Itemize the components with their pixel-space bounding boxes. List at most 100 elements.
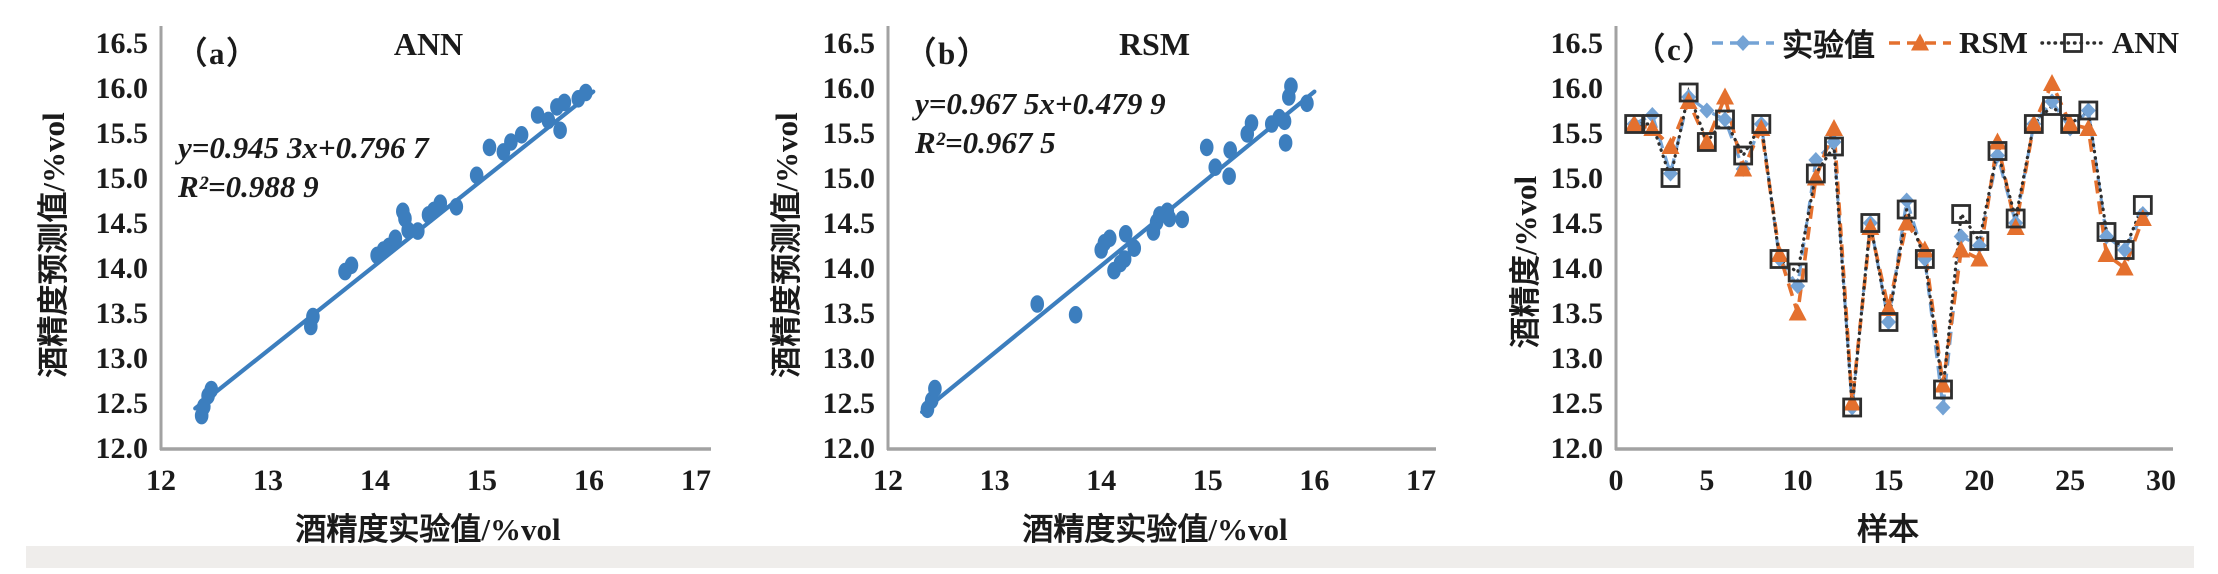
scatter-plot-ann: 酒精度预测值/%vol 酒精度实验值/%vol 12.0 12.5 13.0 13.5…	[36, 26, 711, 547]
data-point-marker	[2078, 100, 2099, 121]
y-tick-label: 15.5	[96, 117, 149, 150]
y-tick-label: 12.5	[1551, 387, 1604, 420]
x-tick-label: 13	[980, 464, 1010, 497]
data-point-marker	[2061, 114, 2080, 132]
data-point	[1199, 138, 1214, 157]
data-point-marker	[2097, 245, 2116, 262]
equation-line-b: y=0.967 5x+0.479 9	[915, 86, 1166, 121]
x-tick-label: 5	[1699, 464, 1714, 497]
y-tick-label: 12.5	[823, 387, 876, 420]
data-point-marker	[1660, 168, 1681, 188]
y-tick-label: 13.5	[1551, 297, 1604, 330]
data-point	[1068, 306, 1083, 324]
x-tick-label: 17	[681, 464, 711, 497]
data-point	[557, 93, 572, 112]
data-point-marker	[1934, 375, 1952, 393]
data-point	[1175, 210, 1190, 229]
data-point-marker	[2042, 96, 2062, 116]
data-point-marker	[2043, 74, 2061, 91]
r-squared-line-a: R²=0.988 9	[178, 169, 319, 204]
data-point	[482, 138, 497, 157]
data-point-marker	[1787, 262, 1808, 283]
data-point	[469, 166, 484, 185]
y-tick-label: 12.0	[1551, 432, 1604, 465]
data-point-marker	[2023, 114, 2044, 134]
data-point-marker	[1699, 102, 1715, 119]
panel-a-title: ANN	[393, 26, 464, 62]
x-tick-label: 12	[146, 464, 176, 497]
data-point-marker	[1805, 163, 1826, 184]
legend-marker-icon	[1911, 33, 1929, 50]
data-point-marker	[1770, 245, 1789, 262]
data-point-marker	[1733, 145, 1754, 166]
y-tick-label: 14.5	[96, 207, 149, 240]
panel-b-label: （b）	[905, 36, 991, 71]
y-tick-label: 15.5	[1551, 117, 1604, 150]
data-point-marker	[1952, 240, 1971, 258]
data-point-marker	[1769, 249, 1790, 269]
data-point	[1102, 229, 1117, 248]
panel-b: 酒精度预测值/%vol 酒精度实验值/%vol 12.0 12.5 13.0 13.5…	[739, 0, 1479, 574]
trendline	[920, 89, 1317, 415]
legend-item-experimental: 实验值	[1710, 20, 1875, 65]
y-tick-label: 12.0	[96, 432, 149, 465]
data-point-marker	[1716, 87, 1734, 105]
data-point-marker	[1717, 111, 1733, 128]
scatter-points	[920, 77, 1314, 419]
y-tick-label: 16.5	[96, 27, 149, 60]
data-point	[1244, 114, 1259, 132]
ann-series-swatch-icon	[2040, 32, 2106, 53]
y-tick-label: 16.5	[823, 27, 876, 60]
x-tick-label: 14	[360, 464, 390, 497]
x-tick-label: 14	[1086, 464, 1116, 497]
y-tick-label: 12.0	[823, 432, 876, 465]
y-tick-label: 15.5	[823, 117, 876, 150]
panel-c: 酒精度/%vol 样本 12.0 12.5 13.0 13.5 14.0 14.5 15.0…	[1478, 0, 2218, 574]
x-axis-title-a: 酒精度实验值/%vol	[295, 512, 561, 547]
data-point-marker	[1751, 114, 1772, 134]
x-tick-label: 12	[873, 464, 903, 497]
x-tick-label: 16	[1299, 464, 1329, 497]
data-point	[541, 111, 556, 130]
data-point-marker	[1788, 303, 1807, 321]
x-tick-label: 20	[1964, 464, 1994, 497]
series-markers-ANN	[1624, 82, 2153, 418]
data-point-marker	[1843, 393, 1862, 411]
data-point	[306, 307, 320, 326]
x-tick-label: 16	[574, 464, 604, 497]
data-point	[1030, 295, 1045, 313]
data-point-marker	[1896, 199, 1917, 220]
x-tick-label: 15	[467, 464, 497, 497]
x-tick-label: 15	[1193, 464, 1223, 497]
experimental-series-swatch-icon	[1712, 34, 1774, 51]
x-tick-label: 30	[2146, 464, 2176, 497]
equation-line-a: y=0.945 3x+0.796 7	[178, 130, 429, 165]
data-point	[1223, 141, 1237, 159]
data-point-marker	[1860, 213, 1881, 233]
data-point-marker	[1897, 213, 1916, 231]
y-tick-label: 16.0	[96, 72, 149, 105]
x-tick-label: 17	[1406, 464, 1436, 497]
data-point-marker	[1987, 141, 2008, 161]
data-point-marker	[2005, 208, 2026, 229]
data-point-marker	[1969, 231, 1990, 251]
data-point-marker	[1661, 137, 1680, 154]
data-point-marker	[1734, 159, 1753, 177]
data-point	[411, 222, 425, 240]
data-point	[514, 126, 529, 144]
panel-a-label: （a）	[176, 36, 260, 71]
data-point-marker	[2080, 102, 2096, 119]
x-tick-label: 13	[253, 464, 283, 497]
data-point-marker	[2060, 114, 2081, 134]
r-squared-line-b: R²=0.967 5	[915, 125, 1056, 160]
y-tick-label: 12.5	[96, 387, 149, 420]
y-tick-label: 14.5	[1551, 207, 1604, 240]
data-point-marker	[1824, 136, 1844, 157]
data-point-marker	[1696, 132, 1717, 152]
legend-label-experimental: 实验值	[1782, 28, 1875, 63]
panel-b-title: RSM	[1118, 26, 1191, 62]
data-point	[449, 198, 464, 216]
legend-item-rsm: RSM	[1887, 25, 2028, 61]
x-tick-label: 25	[2055, 464, 2085, 497]
data-point	[1117, 250, 1132, 268]
